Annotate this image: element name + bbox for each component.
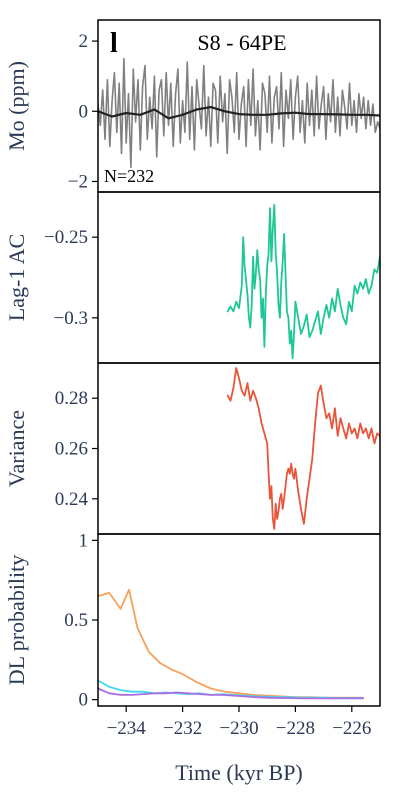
y-tick-label: 0	[79, 690, 89, 711]
panel-letter: l	[110, 28, 118, 59]
series-line-ac-0	[226, 203, 380, 360]
y-tick-label: −2	[68, 171, 88, 192]
y-axis-label-mo: Mo (ppm)	[4, 61, 29, 151]
x-tick-label: −232	[163, 718, 202, 739]
y-axis-label-ac: Lag-1 AC	[4, 234, 29, 321]
sample-count-annotation: N=232	[104, 166, 154, 186]
x-tick-label: −226	[332, 718, 371, 739]
y-tick-label: 0	[79, 101, 89, 122]
panel-var: 0.28 0.26 0.24 Variance	[4, 362, 381, 535]
x-tick-label: −228	[276, 718, 315, 739]
x-tick-label: −230	[219, 718, 258, 739]
series-line-var-0	[226, 367, 380, 530]
y-tick-label: 2	[79, 31, 89, 52]
y-tick-label: 0.26	[55, 439, 88, 460]
series-line-mo-0	[98, 57, 380, 169]
series-group	[98, 588, 365, 700]
panel-frame	[97, 533, 381, 707]
y-axis-label-dl: DL probability	[4, 555, 29, 686]
series-line-mo-1	[98, 105, 380, 120]
panel-frame	[97, 191, 381, 364]
series-group	[226, 203, 380, 360]
y-tick-label: 0.28	[55, 388, 88, 409]
panel-dl: 1 0.5 0 DL probability −234 −232 −230 −228 −226	[4, 530, 381, 739]
x-axis-label: Time (kyr BP)	[175, 760, 303, 785]
y-tick-label: −0.3	[54, 308, 88, 329]
panel-ac: −0.25 −0.3 Lag-1 AC	[4, 191, 381, 364]
series-line-dl-2	[98, 687, 365, 700]
chart-panels: −2 0 2 Mo (ppm) N=232 l S8 - 64PE −0.25 −0.3 Lag-…	[4, 19, 381, 739]
y-tick-label: 1	[79, 530, 89, 551]
panel-mo: −2 0 2 Mo (ppm) N=232 l S8 - 64PE	[4, 19, 381, 193]
y-axis-label-var: Variance	[4, 410, 29, 487]
panel-frame	[97, 362, 381, 535]
series-group	[226, 367, 380, 530]
series-line-dl-0	[98, 588, 365, 699]
y-tick-label: 0.5	[64, 610, 88, 631]
series-group	[98, 57, 380, 169]
x-tick-label: −234	[107, 718, 147, 739]
chart-title: S8 - 64PE	[197, 30, 286, 55]
y-tick-label: 0.24	[55, 489, 89, 510]
y-tick-label: −0.25	[44, 227, 88, 248]
